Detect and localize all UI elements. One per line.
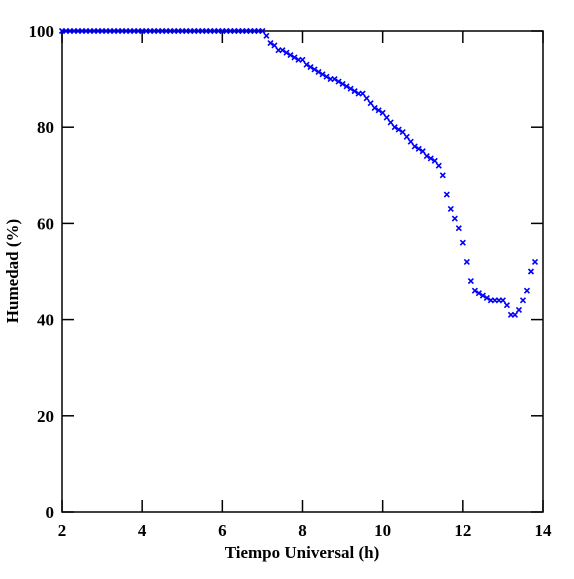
x-tick-label: 8 <box>298 521 307 540</box>
data-point <box>515 306 523 314</box>
data-point <box>519 297 527 304</box>
y-axis-label: Humedad (%) <box>3 219 22 323</box>
data-point <box>335 78 342 85</box>
data-point <box>523 287 531 294</box>
data-point <box>407 138 414 145</box>
data-point <box>379 109 386 116</box>
data-point <box>463 258 470 265</box>
data-point <box>391 124 398 131</box>
y-tick-label: 80 <box>37 118 54 137</box>
data-point <box>511 311 519 318</box>
data-point <box>287 51 294 59</box>
y-tick-label: 60 <box>37 214 54 233</box>
data-point <box>439 172 446 179</box>
data-point <box>363 95 370 102</box>
data-point <box>443 191 450 198</box>
data-point <box>283 49 290 56</box>
data-point <box>415 145 422 152</box>
data-point <box>311 66 318 73</box>
data-point <box>479 292 486 299</box>
data-point <box>427 155 434 162</box>
data-point <box>387 119 394 126</box>
data-point <box>271 42 278 49</box>
y-tick-label: 20 <box>37 407 54 426</box>
data-point <box>383 114 390 121</box>
data-point <box>399 128 406 136</box>
data-point <box>359 90 366 97</box>
data-point <box>375 107 382 114</box>
data-point <box>315 68 322 75</box>
y-tick-label: 0 <box>46 503 55 522</box>
x-axis-label: Tiempo Universal (h) <box>225 543 380 562</box>
data-point <box>423 152 430 160</box>
data-point <box>319 71 326 78</box>
data-point <box>531 258 539 265</box>
x-tick-label: 10 <box>374 521 391 540</box>
data-point <box>447 205 454 213</box>
data-point <box>351 88 358 95</box>
data-point <box>367 100 374 107</box>
data-point <box>435 162 442 169</box>
data-point <box>499 297 506 304</box>
data-point <box>503 302 510 309</box>
x-tick-label: 6 <box>218 521 227 540</box>
data-point <box>471 287 478 294</box>
x-tick-label: 14 <box>535 521 553 540</box>
data-point <box>299 56 306 63</box>
data-point <box>339 80 346 87</box>
data-point <box>459 239 466 246</box>
y-tick-label: 40 <box>37 311 54 330</box>
data-point <box>483 294 490 302</box>
data-point <box>467 278 474 285</box>
data-point <box>263 32 270 39</box>
data-point <box>323 73 330 80</box>
data-point <box>371 104 378 112</box>
data-point <box>431 157 438 164</box>
x-tick-label: 2 <box>58 521 67 540</box>
data-point <box>291 54 298 61</box>
data-point <box>331 76 338 83</box>
plot-frame <box>61 30 544 513</box>
data-point <box>279 47 286 54</box>
data-point <box>455 225 462 232</box>
data-point <box>419 148 426 155</box>
x-tick-label: 4 <box>138 521 147 540</box>
data-point <box>347 85 354 92</box>
y-tick-label: 100 <box>29 22 55 41</box>
data-point <box>403 133 410 140</box>
data-point <box>259 27 266 35</box>
data-point <box>527 268 535 275</box>
data-point <box>451 215 458 222</box>
data-point <box>343 83 350 90</box>
data-point <box>395 126 402 133</box>
data-point <box>475 290 482 297</box>
data-point <box>267 39 274 47</box>
data-point <box>307 64 314 71</box>
data-point <box>411 143 418 150</box>
x-tick-label: 12 <box>454 521 471 540</box>
data-point <box>303 61 310 68</box>
